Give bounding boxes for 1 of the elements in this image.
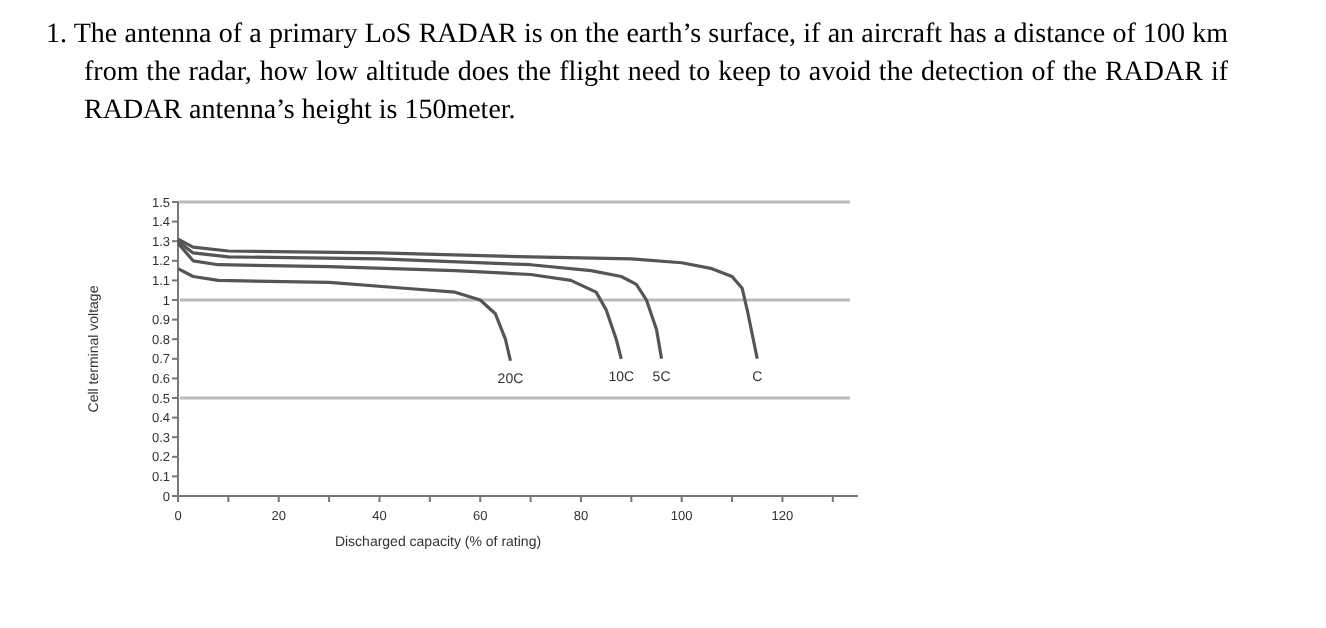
text: 1. The antenna of a primary LoS RADAR is on the earth’s surface, if an aircraft has a distance of 100 km from the radar, how low altitude does the flight need to keep to avoid the detection of the RADAR if RADAR antenna’s height is 150meter. bbox=[44, 18, 1228, 130]
